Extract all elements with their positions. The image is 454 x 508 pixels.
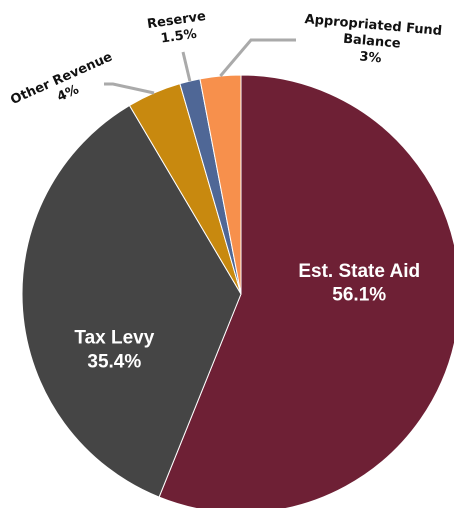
- slice-label-appropriated-fund-balance: Appropriated FundBalance3%: [301, 12, 442, 71]
- pie-slice-appropriated-fund-balance: [199, 74, 242, 295]
- slice-label-other-revenue: Other Revenue4%: [8, 50, 121, 123]
- leader-line-reserve: [181, 51, 192, 82]
- slice-label-reserve: Reserve1.5%: [146, 9, 209, 48]
- leader-line-appropriated-fund-balance: [219, 38, 296, 77]
- pie-slice-tax-levy: [21, 104, 242, 498]
- leader-line-other-revenue: [104, 82, 155, 95]
- pie-slice-est-state-aid: [158, 74, 454, 508]
- slice-label-tax-levy: Tax Levy 35.4%: [74, 328, 154, 373]
- slice-label-est-state-aid: Est. State Aid 56.1%: [298, 261, 420, 306]
